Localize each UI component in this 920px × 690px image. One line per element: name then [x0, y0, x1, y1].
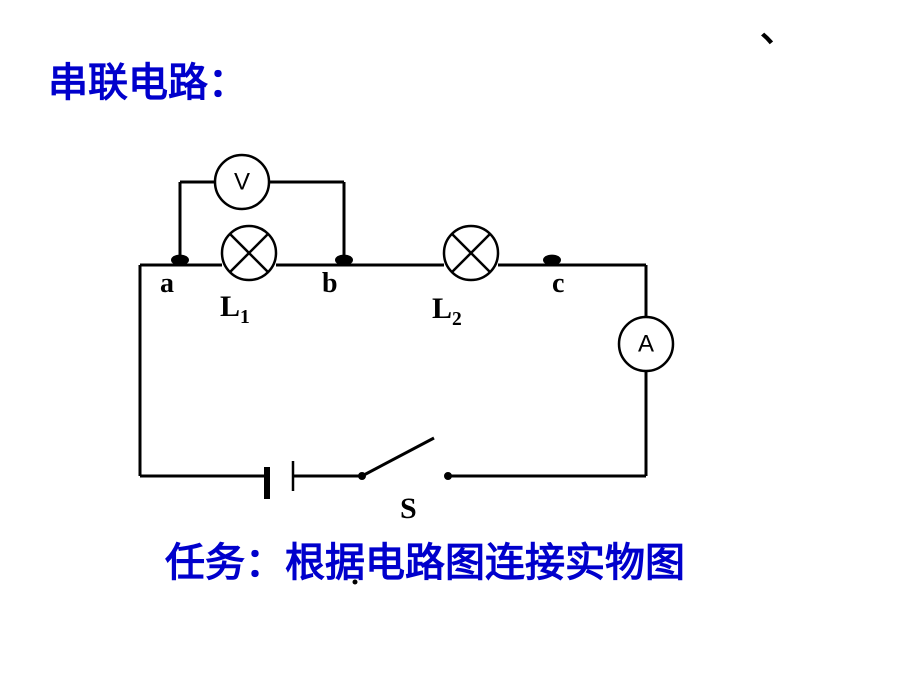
svg-text:A: A [638, 331, 654, 358]
lamp-label-l1-main: L [220, 290, 240, 323]
page-root: AV 串联电路： 任务：根据电路图连接实物图 、 a b c L1 L2 S [0, 0, 920, 690]
node-label-b: b [322, 268, 338, 300]
lamp-label-l2-main: L [432, 292, 452, 325]
switch-label: S [400, 492, 417, 526]
lamp-label-l2-sub: 2 [452, 309, 462, 330]
lamp-label-l2: L2 [432, 292, 462, 331]
lamp-label-l1: L1 [220, 290, 250, 329]
lamp-label-l1-sub: 1 [240, 307, 250, 328]
svg-text:V: V [234, 169, 250, 196]
corner-mark: 、 [760, 0, 796, 52]
node-label-a: a [160, 268, 174, 300]
node-label-c: c [552, 268, 564, 300]
page-title: 串联电路： [48, 50, 248, 108]
task-description: 任务：根据电路图连接实物图 [165, 530, 685, 588]
